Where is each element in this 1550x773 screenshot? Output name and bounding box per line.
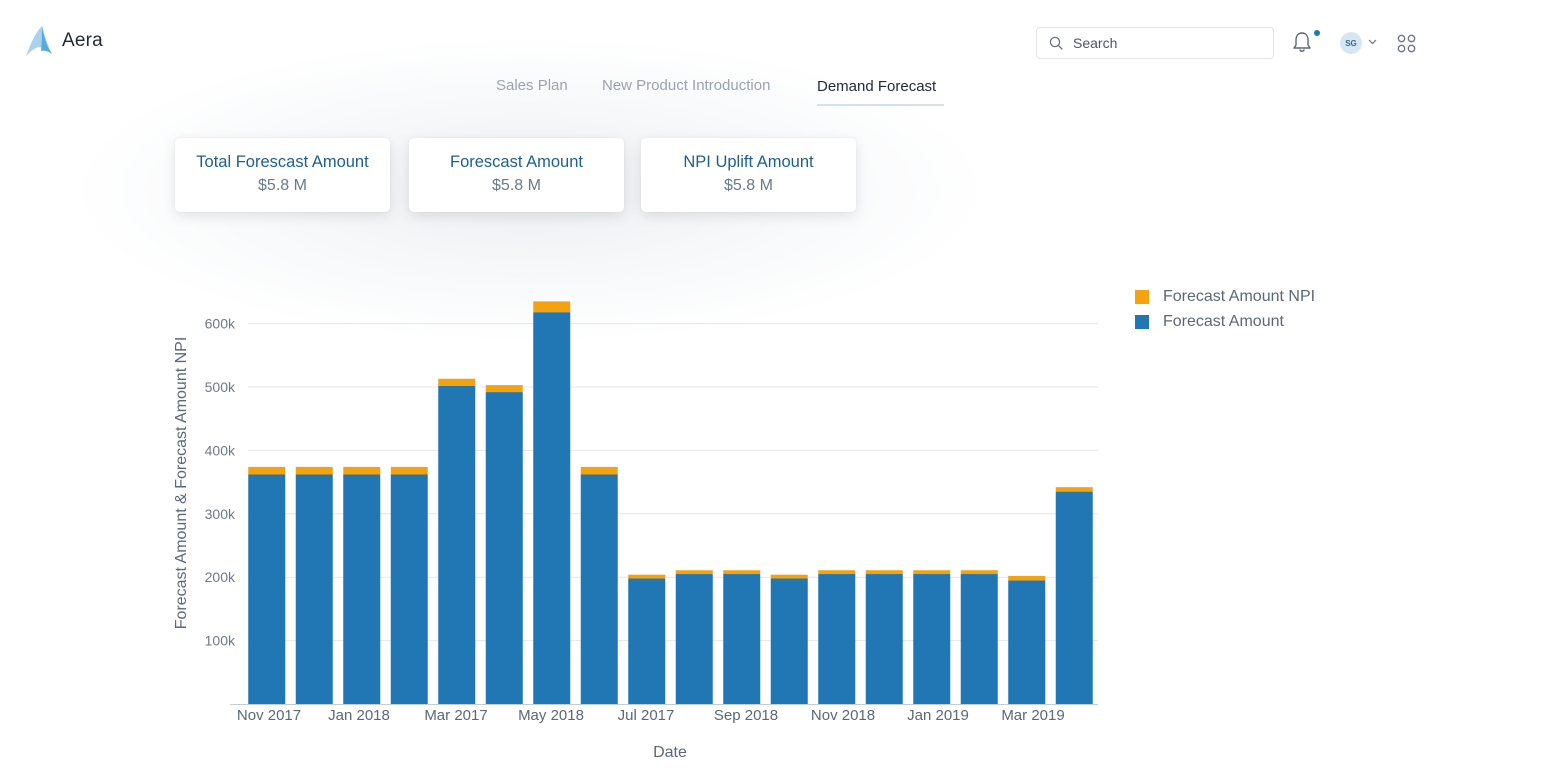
legend-label: Forecast Amount NPI	[1163, 287, 1316, 305]
user-avatar[interactable]: SG	[1340, 32, 1362, 54]
y-axis-title: Forecast Amount & Forecast Amount NPI	[173, 337, 190, 630]
bar-forecast-amount[interactable]	[865, 574, 903, 704]
bar-forecast-amount-npi[interactable]	[628, 574, 666, 579]
x-tick-label: Nov 2018	[811, 707, 875, 724]
bar-forecast-amount[interactable]	[1055, 491, 1093, 704]
apps-grid-icon[interactable]	[1397, 34, 1416, 53]
app-name: Aera	[62, 30, 103, 51]
bar-forecast-amount-npi[interactable]	[248, 466, 286, 475]
bar-forecast-amount[interactable]	[913, 574, 951, 704]
bar-forecast-amount[interactable]	[770, 578, 808, 704]
x-tick-label: May 2018	[518, 707, 584, 724]
bar-forecast-amount-npi[interactable]	[770, 574, 808, 579]
tab-sales-plan[interactable]: Sales Plan	[496, 77, 568, 94]
y-tick-label: 400k	[205, 442, 236, 458]
bar-forecast-amount-npi[interactable]	[533, 301, 571, 313]
bar-forecast-amount[interactable]	[723, 574, 761, 704]
kpi-title: NPI Uplift Amount	[683, 153, 814, 171]
bar-forecast-amount-npi[interactable]	[343, 466, 381, 475]
kpi-value: $5.8 M	[258, 177, 307, 194]
legend-swatch-forecast	[1135, 314, 1149, 329]
tab-bar: Sales Plan New Product Introduction Dema…	[0, 76, 1550, 108]
bar-forecast-amount[interactable]	[960, 574, 998, 704]
x-tick-label: Jan 2019	[907, 707, 969, 724]
kpi-value: $5.8 M	[724, 177, 773, 194]
kpi-card-npi-uplift[interactable]: NPI Uplift Amount $5.8 M	[641, 138, 856, 212]
bar-forecast-amount-npi[interactable]	[485, 385, 523, 393]
bar-forecast-amount[interactable]	[390, 474, 428, 704]
search-icon	[1049, 36, 1063, 50]
legend-label: Forecast Amount	[1163, 312, 1284, 330]
search-box[interactable]	[1036, 27, 1274, 59]
bar-forecast-amount[interactable]	[248, 474, 286, 704]
x-tick-label: Jul 2017	[618, 707, 675, 724]
bar-forecast-amount[interactable]	[438, 385, 476, 704]
bar-forecast-amount-npi[interactable]	[1055, 487, 1093, 492]
kpi-value: $5.8 M	[492, 177, 541, 194]
bar-forecast-amount-npi[interactable]	[723, 570, 761, 575]
bar-forecast-amount-npi[interactable]	[580, 466, 618, 475]
app-logo[interactable]: Aera	[22, 24, 103, 58]
kpi-title: Total Forescast Amount	[196, 153, 369, 171]
bar-forecast-amount[interactable]	[580, 474, 618, 704]
bar-forecast-amount-npi[interactable]	[1008, 575, 1046, 581]
bar-forecast-amount-npi[interactable]	[390, 466, 428, 475]
bar-forecast-amount-npi[interactable]	[865, 570, 903, 575]
bar-forecast-amount[interactable]	[675, 574, 713, 704]
bell-icon	[1293, 32, 1311, 52]
bar-forecast-amount-npi[interactable]	[913, 570, 951, 575]
bar-forecast-amount-npi[interactable]	[438, 378, 476, 386]
chart-legend: Forecast Amount NPI Forecast Amount	[1135, 284, 1315, 334]
x-tick-label: Sep 2018	[714, 707, 778, 724]
x-tick-label: Jan 2018	[328, 707, 390, 724]
active-tab-indicator	[817, 104, 944, 106]
bar-forecast-amount-npi[interactable]	[960, 570, 998, 575]
y-tick-label: 100k	[205, 633, 236, 649]
x-axis-title: Date	[653, 744, 687, 761]
notification-dot	[1314, 30, 1320, 36]
legend-swatch-npi	[1135, 289, 1149, 304]
aera-logo-icon	[26, 26, 52, 56]
y-tick-label: 600k	[205, 316, 236, 332]
search-input[interactable]	[1071, 34, 1265, 52]
legend-item-npi[interactable]: Forecast Amount NPI	[1135, 284, 1315, 309]
bar-forecast-amount-npi[interactable]	[675, 570, 713, 575]
chevron-down-icon[interactable]	[1368, 39, 1377, 45]
tab-demand-forecast[interactable]: Demand Forecast	[817, 78, 937, 95]
x-tick-label: Mar 2017	[424, 707, 487, 724]
bar-forecast-amount[interactable]	[343, 474, 381, 704]
x-tick-label: Mar 2019	[1001, 707, 1064, 724]
kpi-card-forecast[interactable]: Forescast Amount $5.8 M	[409, 138, 624, 212]
bar-forecast-amount[interactable]	[1008, 580, 1046, 704]
notifications-button[interactable]	[1292, 30, 1312, 59]
bar-forecast-amount[interactable]	[818, 574, 856, 704]
legend-item-forecast[interactable]: Forecast Amount	[1135, 309, 1315, 334]
bar-forecast-amount[interactable]	[485, 392, 523, 704]
y-tick-label: 200k	[205, 569, 236, 585]
bar-forecast-amount[interactable]	[628, 578, 666, 704]
y-tick-label: 300k	[205, 506, 236, 522]
tab-new-product-introduction[interactable]: New Product Introduction	[602, 77, 771, 94]
kpi-title: Forescast Amount	[450, 153, 583, 171]
y-tick-label: 500k	[205, 379, 236, 395]
bar-forecast-amount-npi[interactable]	[295, 466, 333, 475]
bar-forecast-amount[interactable]	[533, 312, 571, 704]
x-tick-label: Nov 2017	[237, 707, 301, 724]
kpi-card-total-forecast[interactable]: Total Forescast Amount $5.8 M	[175, 138, 390, 212]
bar-forecast-amount-npi[interactable]	[818, 570, 856, 575]
bar-forecast-amount[interactable]	[295, 474, 333, 704]
